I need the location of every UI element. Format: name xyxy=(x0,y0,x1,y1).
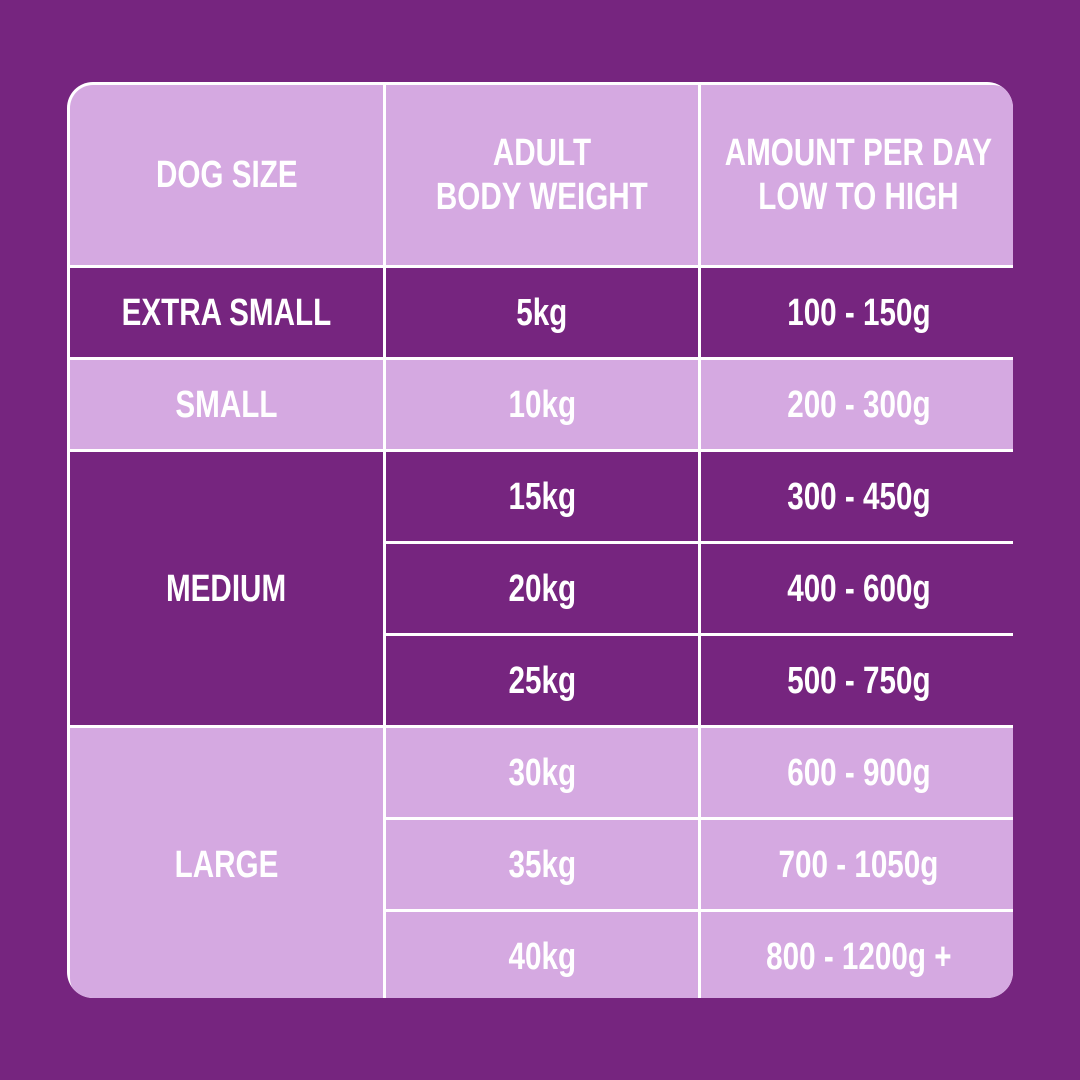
header-body-weight: ADULT BODY WEIGHT xyxy=(386,85,698,265)
amount-cell: 500 - 750g xyxy=(701,636,1013,725)
header-amount: AMOUNT PER DAY LOW TO HIGH xyxy=(701,85,1013,265)
weight-cell: 35kg xyxy=(386,820,698,909)
amount-cell: 800 - 1200g + xyxy=(701,912,1013,998)
size-medium: MEDIUM xyxy=(70,452,383,725)
amount-cell: 600 - 900g xyxy=(701,728,1013,817)
amount-cell: 400 - 600g xyxy=(701,544,1013,633)
header-dog-size: DOG SIZE xyxy=(70,85,383,265)
amount-cell: 200 - 300g xyxy=(701,360,1013,449)
size-small: SMALL xyxy=(70,360,383,449)
weight-cell: 25kg xyxy=(386,636,698,725)
amount-cell: 300 - 450g xyxy=(701,452,1013,541)
weight-cell: 30kg xyxy=(386,728,698,817)
size-large: LARGE xyxy=(70,728,383,998)
weight-cell: 10kg xyxy=(386,360,698,449)
feeding-table: DOG SIZE ADULT BODY WEIGHT AMOUNT PER DAY… xyxy=(67,82,1013,998)
amount-cell: 100 - 150g xyxy=(701,268,1013,357)
weight-cell: 20kg xyxy=(386,544,698,633)
weight-cell: 40kg xyxy=(386,912,698,998)
weight-cell: 5kg xyxy=(386,268,698,357)
amount-cell: 700 - 1050g xyxy=(701,820,1013,909)
weight-cell: 15kg xyxy=(386,452,698,541)
size-extra-small: EXTRA SMALL xyxy=(70,268,383,357)
